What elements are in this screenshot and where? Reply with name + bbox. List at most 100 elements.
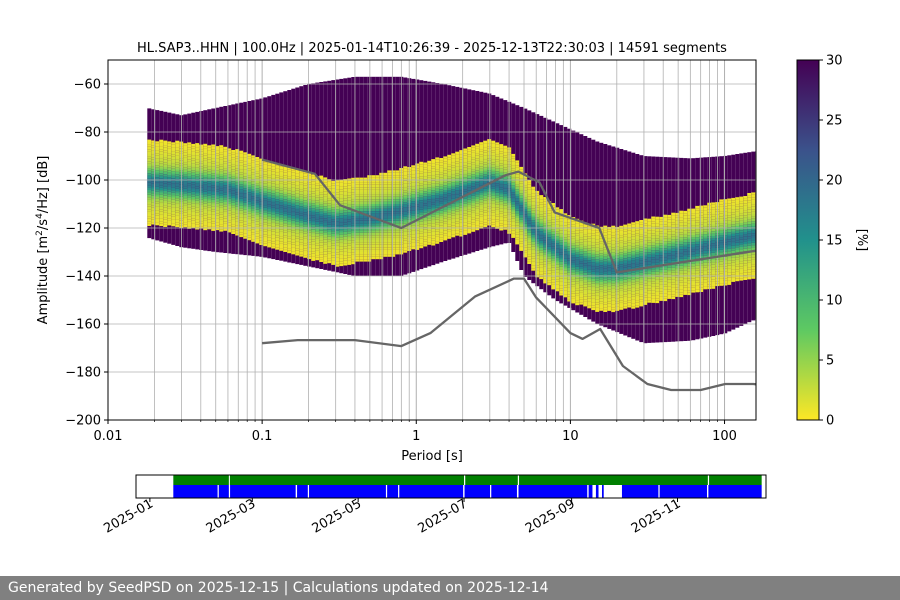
density-cell (619, 276, 624, 279)
density-cell (527, 208, 532, 212)
density-cell (327, 251, 332, 254)
density-cell (603, 278, 608, 281)
density-cell (263, 236, 268, 239)
density-cell (411, 179, 416, 183)
density-column (323, 81, 328, 270)
density-cell (603, 247, 608, 250)
density-cell (647, 221, 652, 224)
density-cell (663, 255, 668, 258)
density-cell (439, 184, 444, 187)
density-cell (495, 221, 500, 224)
density-cell (543, 252, 548, 255)
density-cell (303, 193, 308, 196)
density-cell (375, 235, 380, 238)
density-cell (515, 184, 520, 187)
density-cell (683, 270, 688, 274)
density-cell (283, 196, 288, 200)
density-cell (663, 279, 668, 282)
density-cell (163, 203, 168, 206)
density-cell (319, 230, 324, 234)
density-cell (371, 196, 376, 200)
density-cell (667, 229, 672, 232)
density-cell (479, 190, 484, 193)
density-cell (515, 218, 520, 221)
density-cell (327, 186, 332, 189)
density-cell (491, 224, 496, 228)
density-cell (443, 175, 448, 178)
density-column (347, 77, 352, 275)
density-cell (215, 206, 220, 209)
density-cell (643, 242, 648, 245)
density-cell (479, 183, 484, 186)
density-cell (471, 200, 476, 203)
density-cell (283, 208, 288, 212)
density-cell (651, 276, 656, 279)
density-cell (619, 259, 624, 262)
density-cell (643, 252, 648, 255)
density-cell (643, 300, 648, 303)
density-cell (227, 167, 232, 170)
density-cell (307, 196, 312, 200)
density-cell (591, 307, 596, 311)
density-cell (403, 235, 408, 239)
density-cell (431, 168, 436, 172)
density-cell (527, 206, 532, 209)
density-cell (195, 195, 200, 199)
density-cell (583, 299, 588, 302)
density-cell (311, 193, 316, 197)
density-cell (551, 239, 556, 242)
density-cell (375, 180, 380, 183)
density-cell (427, 237, 432, 240)
density-cell (535, 193, 540, 196)
density-cell (527, 192, 532, 195)
density-cell (311, 239, 316, 242)
density-cell (655, 267, 660, 270)
density-cell (387, 206, 392, 209)
density-cell (151, 154, 156, 158)
density-cell (571, 279, 576, 282)
density-cell (471, 157, 476, 160)
density-cell (287, 205, 292, 208)
density-cell (259, 233, 264, 236)
density-cell (423, 208, 428, 211)
density-cell (155, 160, 160, 163)
density-cell (583, 304, 588, 307)
density-cell (223, 154, 228, 157)
density-cell (683, 268, 688, 271)
density-cell (559, 211, 564, 214)
density-cell (295, 217, 300, 220)
density-cell (339, 220, 344, 223)
density-cell (187, 216, 192, 220)
density-cell (535, 231, 540, 235)
density-cell (151, 142, 156, 146)
density-cell (671, 248, 676, 252)
density-cell (547, 258, 552, 262)
density-cell (395, 177, 400, 180)
density-cell (271, 229, 276, 232)
density-cell (447, 234, 452, 237)
density-cell (559, 281, 564, 284)
density-cell (635, 259, 640, 262)
density-cell (555, 221, 560, 225)
density-cell (259, 228, 264, 231)
density-cell (651, 269, 656, 272)
density-cell (299, 187, 304, 190)
density-cell (379, 175, 384, 178)
density-cell (587, 279, 592, 282)
density-cell (539, 257, 544, 260)
density-cell (147, 218, 152, 222)
density-cell (219, 176, 224, 179)
density-cell (415, 170, 420, 174)
density-cell (235, 216, 240, 219)
density-cell (239, 174, 244, 178)
density-cell (175, 222, 180, 225)
density-cell (359, 216, 364, 219)
density-cell (539, 269, 544, 272)
density-cell (267, 187, 272, 190)
density-cell (199, 204, 204, 207)
density-cell (563, 256, 568, 259)
density-cell (503, 176, 508, 180)
density-cell (479, 197, 484, 200)
density-cell (531, 246, 536, 250)
density-cell (467, 219, 472, 222)
